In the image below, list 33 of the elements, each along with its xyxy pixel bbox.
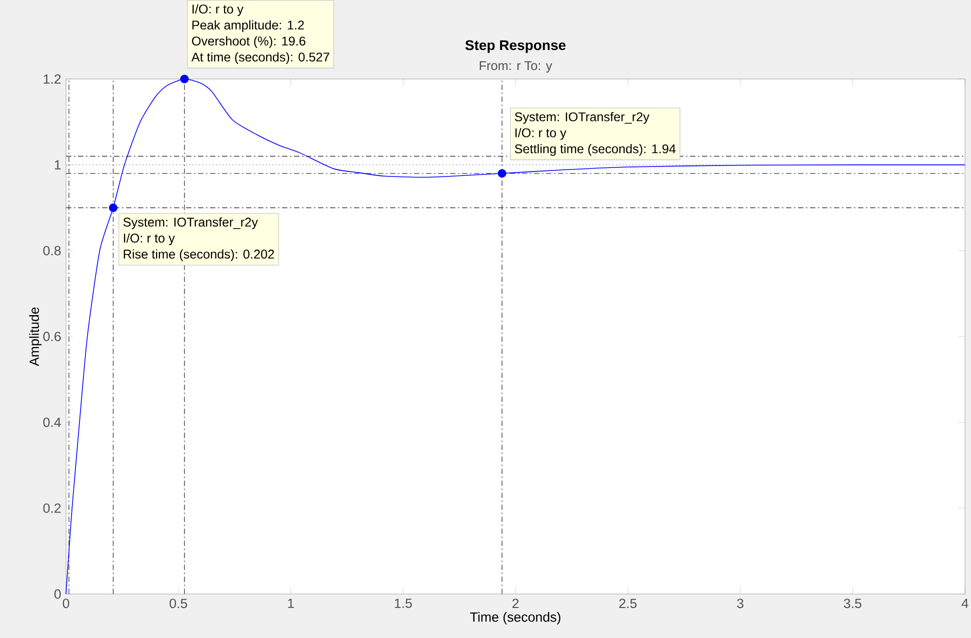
annotation: Rise time (seconds): 0.202 [124,249,274,262]
point [180,74,189,84]
annotation: System: IOTransfer_r2y [123,217,258,230]
x-tick-label: 3 [737,598,744,608]
x-tick-label: 2 [512,598,519,608]
y-tick-label: 0.8 [43,246,61,256]
x-tick-label: 3.5 [844,598,862,608]
y-tick-label: 0 [54,589,61,599]
annotation: System: IOTransfer_r2y [514,112,650,124]
x-tick-label: 1 [288,598,294,608]
y-tick-label: 0.4 [43,418,61,428]
text: Overshoot (%): 19.6 [192,36,306,48]
x-tick-label: 4 [962,598,968,608]
x-axis-title: Time (seconds) [470,612,560,624]
y-tick-label: 1 [54,160,61,170]
text: At time (seconds): 0.527 [191,52,330,64]
point [498,169,506,178]
y-axis-title: Amplitude [29,307,42,366]
annotation: I/O: r to y [515,128,566,140]
x-tick-label: 2.5 [619,598,637,608]
x-tick-label: 1.5 [394,598,412,608]
point [108,203,118,212]
x-tick-label: 0.5 [170,598,188,608]
chart-title: Step Response [465,40,566,53]
chart-subtitle: From: r To: y [480,61,552,73]
text: I/O: r to y [192,4,244,16]
x-tick-label: 0 [62,598,70,608]
annotation: Settling time (seconds): 1.94 [514,144,676,156]
annotation: I/O: r to y [124,233,175,246]
y-tick-label: 1.2 [44,74,61,84]
y-tick-label: 0.6 [43,332,61,342]
y-tick-label: 0.2 [43,503,61,513]
text: Peak amplitude: 1.2 [192,20,304,32]
